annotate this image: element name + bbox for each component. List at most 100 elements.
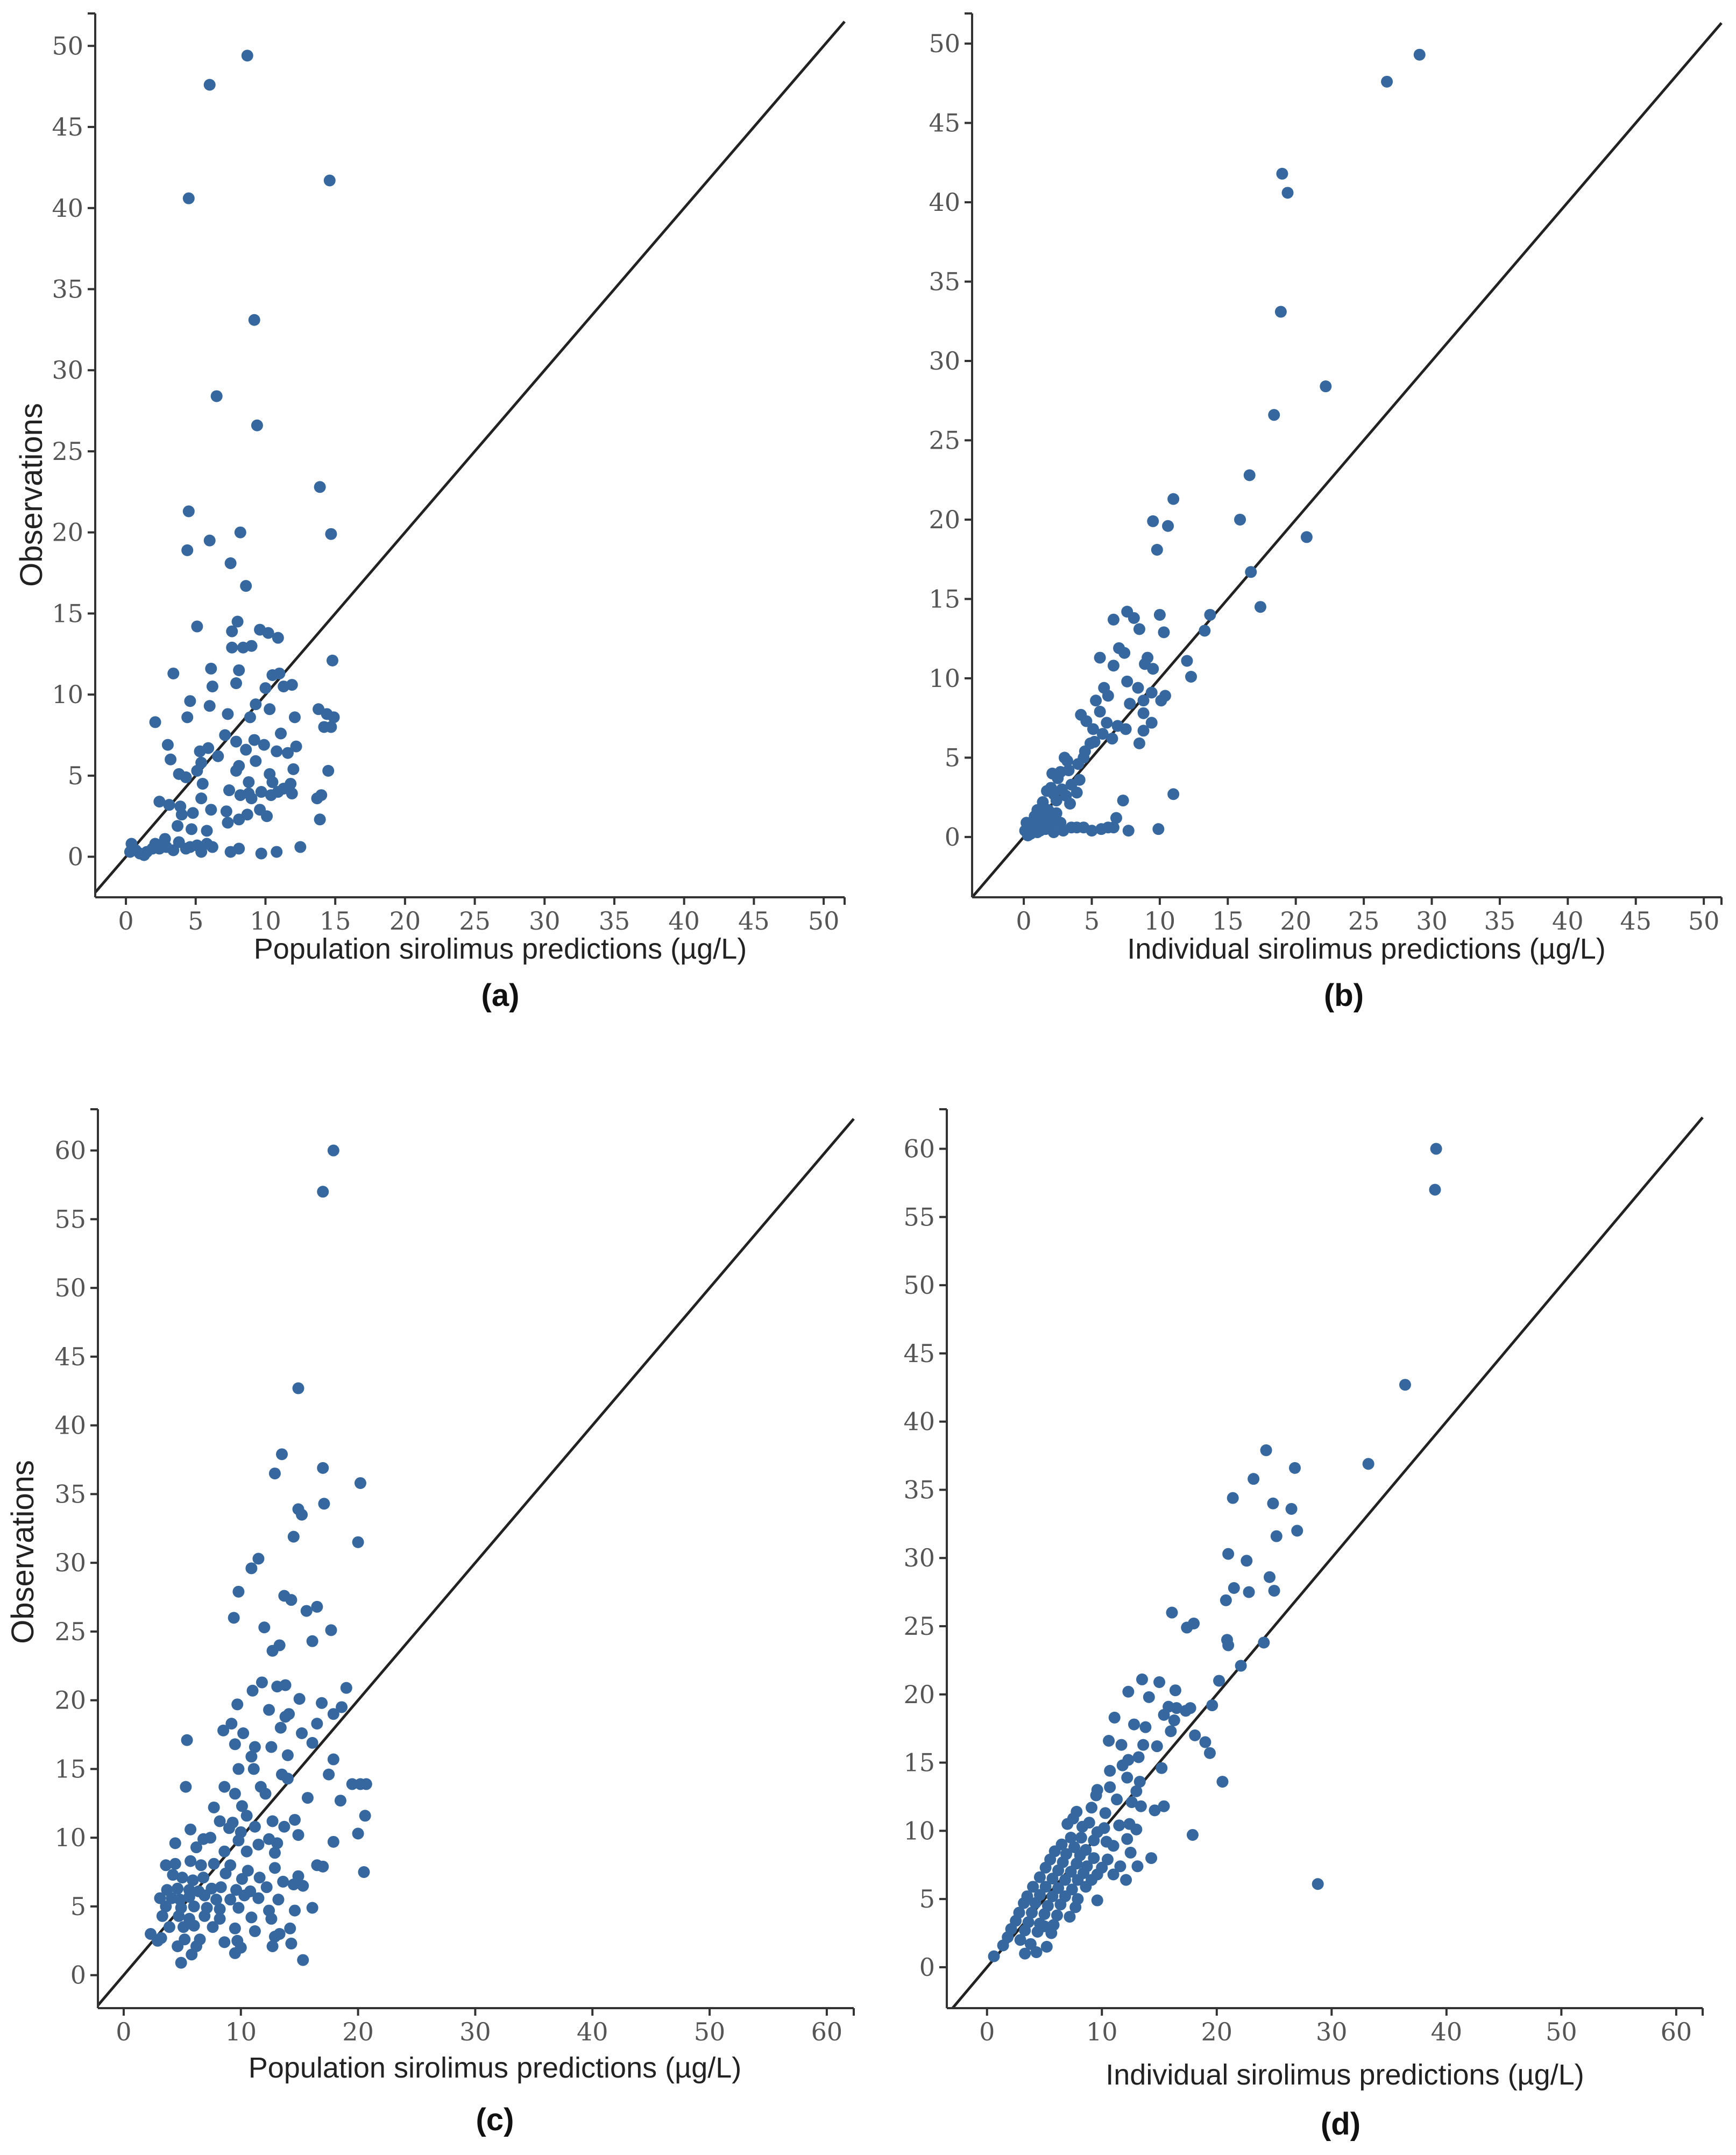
data-point (1039, 1881, 1052, 1893)
data-point (1132, 682, 1144, 694)
data-point (1110, 812, 1122, 824)
data-point (1227, 1492, 1239, 1504)
data-point (1064, 797, 1076, 810)
data-point (1137, 694, 1150, 707)
data-point (266, 776, 279, 788)
data-point (1024, 1938, 1037, 1950)
x-tick-label: 50 (694, 2017, 726, 2046)
data-point (287, 1530, 300, 1543)
data-point (199, 1889, 211, 1902)
data-point (325, 1624, 337, 1636)
data-point (219, 729, 231, 741)
y-tick-label: 0 (68, 842, 83, 871)
data-point (268, 1468, 281, 1480)
data-point (1234, 513, 1246, 526)
data-point (1029, 810, 1041, 823)
data-point (1245, 566, 1257, 578)
data-point (226, 641, 238, 654)
data-point (1216, 1776, 1229, 1788)
data-point (183, 1891, 195, 1903)
x-axis-label: Individual sirolimus predictions (µg/L) (1127, 933, 1605, 965)
data-point (218, 1781, 231, 1793)
x-tick-label: 45 (1620, 906, 1652, 935)
data-point (214, 1903, 226, 1916)
data-point (203, 700, 216, 712)
y-tick-label: 0 (919, 1953, 935, 1982)
data-point (1054, 1898, 1067, 1911)
data-point (214, 1815, 226, 1827)
data-point (263, 1704, 275, 1716)
data-point (327, 1144, 339, 1157)
data-point (1130, 1823, 1143, 1835)
x-tick-label: 50 (808, 906, 840, 935)
data-point (334, 1795, 346, 1807)
data-point (1030, 1946, 1043, 1959)
data-point (1149, 1804, 1161, 1817)
data-point (256, 1676, 268, 1689)
y-tick-label: 45 (929, 109, 960, 138)
x-tick-label: 35 (599, 906, 630, 935)
data-point (271, 745, 283, 757)
data-point (1019, 1947, 1031, 1960)
x-axis-label: Individual sirolimus predictions (µg/L) (1106, 2059, 1584, 2091)
data-point (1039, 1861, 1052, 1874)
data-point (201, 825, 213, 837)
data-point (1158, 1800, 1170, 1812)
x-tick-label: 60 (1661, 2017, 1692, 2046)
data-point (169, 1858, 181, 1870)
data-point (1114, 1860, 1126, 1873)
data-point (249, 1741, 261, 1753)
data-point (242, 1865, 254, 1877)
data-point (1133, 623, 1145, 635)
panel-c: 0 10 20 30 40 50 60 0 5 10 15 20 25 30 35 40 45 50 55 60 P… (5, 1108, 855, 2137)
data-point (1128, 612, 1140, 624)
x-tick-label: 0 (116, 2017, 131, 2046)
y-tick-label: 10 (903, 1816, 935, 1845)
data-point (206, 841, 218, 853)
y-tick-label: 15 (929, 584, 960, 613)
data-point (187, 1874, 199, 1887)
panel-label: (b) (1324, 978, 1364, 1013)
x-tick-label: 60 (811, 2017, 843, 2046)
x-tick-label: 40 (1552, 906, 1584, 935)
data-point (1137, 1739, 1150, 1751)
data-point (229, 1947, 241, 1959)
data-point (172, 820, 184, 832)
data-point (328, 711, 340, 724)
data-point (1090, 1789, 1102, 1802)
data-point (226, 625, 238, 637)
y-tick-label: 10 (54, 1823, 86, 1852)
data-point (231, 1698, 244, 1711)
data-point (1169, 1684, 1181, 1697)
data-point (1241, 1555, 1253, 1567)
data-point (1107, 1868, 1119, 1881)
data-point (1135, 1800, 1147, 1812)
y-tick-label: 40 (54, 1411, 86, 1440)
data-point (1158, 1709, 1170, 1721)
data-point (1061, 1818, 1074, 1830)
data-point (1145, 717, 1158, 729)
panel-label: (c) (476, 2102, 514, 2137)
data-point (199, 1910, 211, 1922)
y-tick-label: 20 (52, 518, 83, 547)
y-tick-label: 5 (945, 743, 960, 772)
x-tick-label: 25 (1348, 906, 1380, 935)
x-axis-label: Population sirolimus predictions (µg/L) (254, 933, 747, 965)
data-point (250, 698, 262, 711)
data-point (1104, 1764, 1116, 1777)
data-point (210, 390, 223, 402)
data-point (1153, 1676, 1166, 1688)
y-ticks: 0 5 10 15 20 25 30 35 40 45 50 55 60 (54, 1108, 98, 1990)
data-point (1014, 1934, 1026, 1946)
data-point (175, 809, 188, 821)
data-point (275, 727, 287, 740)
data-point (286, 788, 298, 800)
data-point (1117, 795, 1129, 807)
y-tick-label: 30 (52, 356, 83, 385)
panel-b: 0 5 10 15 20 25 30 35 40 45 50 0 5 10 15 20 25 30 35 40 45 5… (929, 12, 1723, 1013)
data-point (1052, 1864, 1065, 1876)
data-point (358, 1866, 370, 1878)
data-point (1087, 723, 1100, 735)
data-point (1268, 409, 1280, 421)
data-point (274, 1721, 287, 1734)
